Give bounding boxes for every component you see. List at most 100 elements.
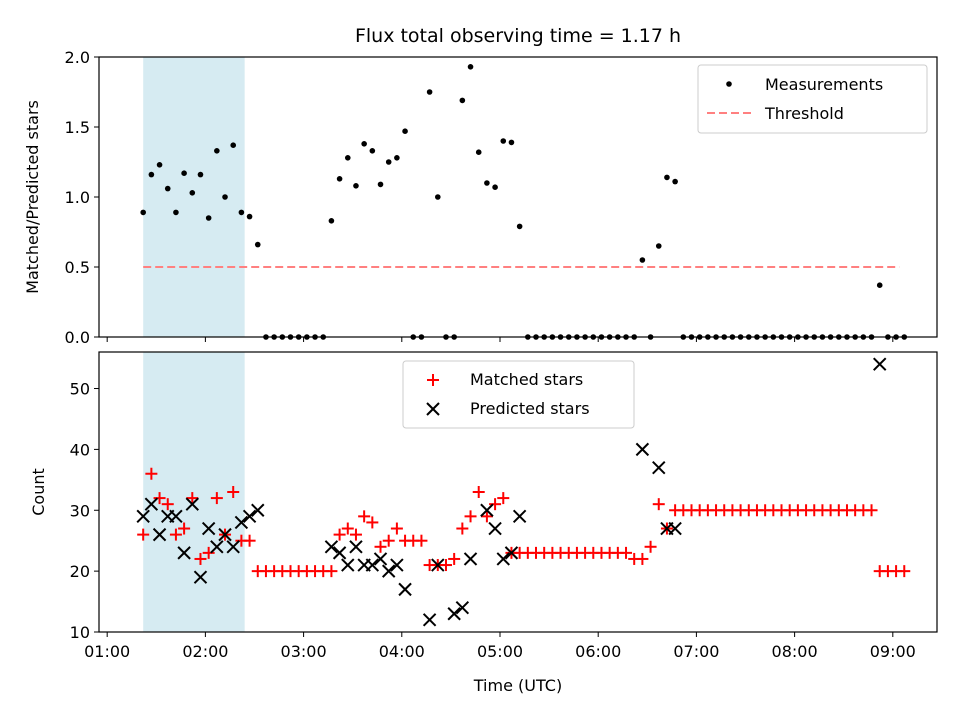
measurement-point — [508, 139, 515, 146]
measurement-point — [214, 148, 220, 154]
top-legend-box — [697, 64, 928, 134]
x-tick-label: 07:00 — [673, 642, 719, 661]
top-y-tick-label: 2.0 — [65, 48, 90, 67]
measurement-point — [205, 215, 212, 221]
predicted-star-point — [218, 527, 232, 542]
matched-star-point — [497, 492, 510, 505]
legend-measurements-marker — [726, 81, 732, 87]
x-axis-label: Time (UTC) — [473, 676, 562, 695]
bottom-y-tick-label: 10 — [70, 623, 90, 642]
measurement-point — [484, 180, 490, 186]
predicted-star-point — [496, 552, 510, 566]
predicted-star-point — [242, 509, 257, 524]
measurement-point — [672, 178, 678, 185]
predicted-star-point — [332, 546, 347, 560]
matched-star-point — [210, 492, 223, 505]
measurement-point — [664, 174, 670, 181]
legend-measurements-label: Measurements — [765, 75, 883, 94]
x-tick-label: 05:00 — [477, 642, 523, 661]
measurement-point — [181, 170, 187, 176]
matched-star-point — [137, 528, 150, 541]
bottom-legend: Matched stars Predicted stars — [402, 360, 635, 429]
measurement-point — [435, 194, 441, 200]
predicted-star-point — [251, 503, 265, 517]
measurement-point — [222, 194, 228, 200]
matched-star-point — [194, 552, 207, 565]
measurement-point — [140, 209, 146, 216]
matched-star-point — [243, 534, 256, 547]
measurement-point — [459, 97, 466, 104]
top-y-tick-label: 1.0 — [65, 188, 90, 207]
matched-star-point — [464, 510, 477, 523]
bottom-y-tick-label: 40 — [70, 440, 90, 459]
predicted-star-point — [488, 521, 502, 536]
x-tick-label: 09:00 — [870, 642, 916, 661]
matched-star-point — [652, 498, 665, 511]
legend-predicted-label: Predicted stars — [470, 399, 590, 418]
measurement-point — [394, 155, 400, 161]
measurement-point — [377, 181, 384, 188]
measurement-point — [353, 183, 359, 189]
measurement-point — [230, 142, 237, 148]
measurement-point — [655, 243, 662, 249]
predicted-star-point — [152, 527, 167, 542]
measurement-point — [246, 213, 253, 220]
predicted-star-point — [365, 558, 380, 572]
matched-star-point — [366, 516, 379, 529]
top-panel: 0.0 0.5 1.0 1.5 2.0 Flux total observing tim… — [23, 25, 938, 347]
matched-star-point — [415, 534, 428, 547]
matched-star-point — [898, 565, 911, 578]
matched-star-point — [227, 486, 240, 498]
measurement-point — [189, 190, 196, 196]
predicted-star-point — [210, 540, 224, 554]
matched-star-point — [153, 492, 166, 505]
bottom-y-tick-label: 20 — [70, 562, 90, 581]
predicted-star-point — [504, 546, 519, 560]
measurement-point — [426, 89, 433, 95]
x-tick-label: 08:00 — [772, 642, 818, 661]
measurement-point — [369, 148, 376, 154]
matched-star-point — [489, 498, 502, 511]
predicted-star-point — [349, 540, 363, 554]
legend-matched-marker — [427, 374, 439, 386]
matched-star-point — [358, 510, 371, 523]
measurement-point — [402, 128, 408, 134]
bottom-y-tick-label: 30 — [70, 501, 90, 520]
matched-star-point — [865, 504, 878, 517]
predicted-star-point — [234, 515, 249, 530]
predicted-star-point — [136, 509, 150, 524]
predicted-star-point — [422, 613, 437, 627]
predicted-star-point — [652, 460, 666, 475]
matched-star-point — [382, 534, 395, 547]
matched-star-point — [349, 528, 362, 541]
matched-star-point — [620, 546, 633, 559]
matched-star-point — [644, 540, 657, 553]
bottom-y-ticks: 10 20 30 40 50 — [70, 380, 99, 642]
predicted-star-point — [226, 540, 240, 554]
bottom-panel: 10 20 30 40 50 01:00 02:00 03:00 04:00 05:00 06:0… — [29, 351, 938, 695]
predicted-star-point — [390, 558, 404, 572]
predicted-star-point — [635, 442, 650, 457]
measurement-point — [516, 223, 523, 230]
bottom-legend-box — [402, 360, 635, 429]
top-y-axis-label: Matched/Predicted stars — [23, 100, 42, 294]
matched-star-point — [636, 552, 649, 565]
bottom-x-ticks: 01:00 02:00 03:00 04:00 05:00 06:00 07:00 08:00… — [84, 632, 916, 661]
measurement-point — [876, 282, 883, 289]
x-tick-label: 02:00 — [182, 642, 228, 661]
matched-star-point — [325, 565, 338, 578]
matched-star-point — [439, 559, 452, 572]
measurement-point — [467, 64, 474, 70]
predicted-star-point — [177, 546, 191, 560]
predicted-star-point — [431, 558, 445, 572]
predicted-star-point — [873, 357, 887, 371]
matched-star-point — [169, 528, 182, 541]
matched-star-point — [333, 528, 346, 541]
predicted-star-point — [463, 552, 478, 566]
measurement-point — [385, 159, 392, 165]
x-tick-label: 06:00 — [575, 642, 621, 661]
predicted-star-point — [324, 540, 339, 554]
measurement-point — [344, 155, 351, 161]
predicted-star-point — [144, 497, 159, 511]
matched-star-point — [186, 492, 199, 505]
